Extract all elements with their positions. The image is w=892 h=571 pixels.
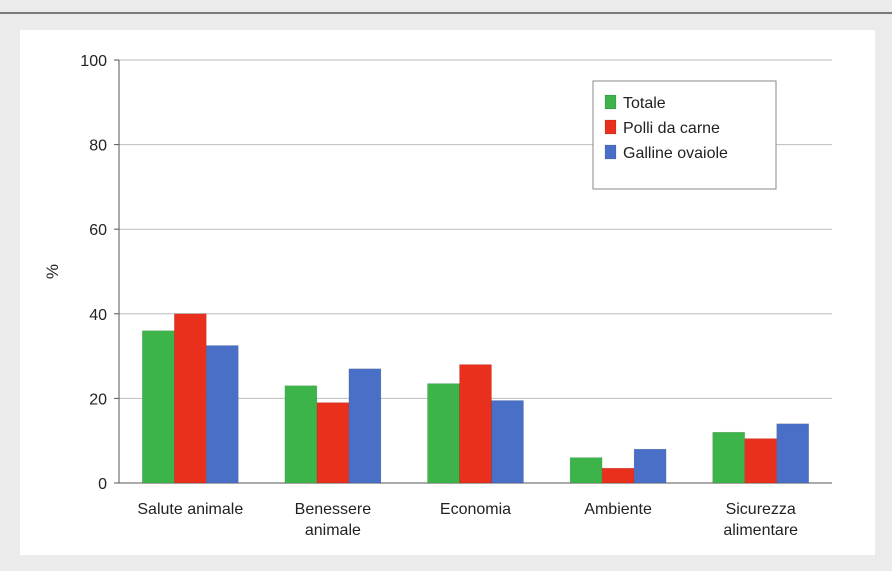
bar-polli-da-carne	[459, 364, 492, 484]
bar-galline-ovaiole	[776, 423, 810, 484]
y-tick-label: 80	[89, 138, 107, 155]
x-tick-label: animale	[305, 522, 361, 539]
bar-totale	[284, 385, 318, 484]
y-tick-label: 60	[89, 222, 107, 239]
y-tick-label: 0	[98, 476, 107, 493]
bar-totale	[142, 330, 175, 484]
legend-box	[592, 80, 777, 190]
x-tick-label: Benessere	[295, 501, 372, 518]
x-tick-label: Ambiente	[584, 501, 652, 518]
top-strip	[0, 0, 892, 14]
x-tick-label: Sicurezza	[726, 501, 796, 518]
bar-chart: 0 20 40 60 80 100% Salute animale Benessere anim…	[43, 53, 832, 539]
legend-swatch	[604, 144, 617, 160]
legend-swatch	[604, 119, 617, 135]
x-tick-label: alimentare	[723, 522, 798, 539]
y-tick-label: 20	[89, 391, 107, 408]
y-axis-title: %	[43, 264, 62, 279]
y-tick-label: 100	[80, 53, 107, 70]
bar-galline-ovaiole	[633, 448, 667, 484]
bar-polli-da-carne	[601, 467, 635, 484]
bar-galline-ovaiole	[206, 345, 239, 484]
chart-panel: 0 20 40 60 80 100% Salute animale Benessere anim…	[20, 30, 875, 555]
legend-label: Galline ovaiole	[623, 145, 728, 162]
x-tick-label: Economia	[440, 501, 511, 518]
bar-totale	[569, 457, 603, 484]
legend-label: Totale	[623, 95, 666, 112]
bar-galline-ovaiole	[491, 400, 524, 484]
legend-label: Polli da carne	[623, 120, 720, 137]
bar-polli-da-carne	[174, 313, 207, 484]
legend-swatch	[604, 94, 617, 110]
bar-totale	[427, 383, 460, 484]
bar-galline-ovaiole	[348, 368, 382, 484]
bar-polli-da-carne	[316, 402, 350, 484]
x-tick-label: Salute animale	[137, 501, 243, 518]
bar-polli-da-carne	[744, 438, 778, 484]
bar-totale	[712, 431, 746, 484]
y-tick-label: 40	[89, 307, 107, 324]
